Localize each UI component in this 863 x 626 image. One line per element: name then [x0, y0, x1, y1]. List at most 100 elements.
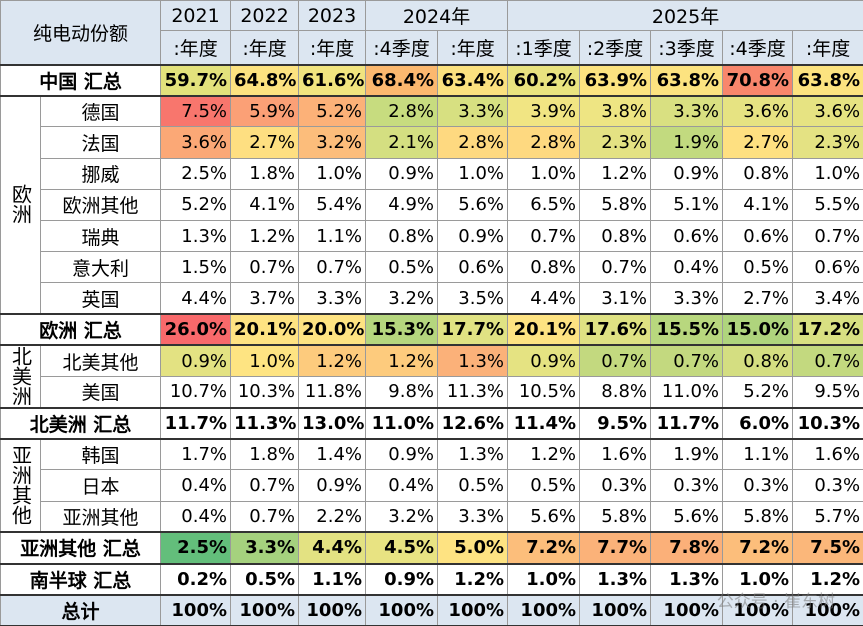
value-cell: 1.2%	[507, 438, 581, 471]
table-row: 瑞典 1.3% 1.2% 1.1% 0.8% 0.9% 0.7% 0.8% 0.6% 0.6% 0.…	[1, 219, 863, 253]
value-cell: 0.7%	[298, 251, 367, 284]
sub-header: :年度	[298, 30, 367, 65]
value-cell: 1.3%	[437, 438, 509, 471]
value-cell: 63.8%	[650, 63, 724, 97]
value-cell: 12.6%	[437, 406, 509, 440]
value-cell: 20.1%	[230, 312, 300, 347]
value-cell: 0.9%	[437, 219, 509, 253]
value-cell: 5.6%	[507, 500, 581, 533]
value-cell: 11.3%	[437, 375, 509, 409]
value-cell: 0.3%	[579, 469, 652, 502]
value-cell: 26.0%	[160, 312, 232, 347]
sub-header: :4季度	[365, 30, 439, 65]
value-cell: 0.9%	[365, 562, 439, 596]
value-cell: 63.9%	[579, 63, 652, 97]
table-row: 欧洲其他 5.2% 4.1% 5.4% 4.9% 5.6% 6.5% 5.8% 5.1% 4.1%…	[1, 188, 863, 221]
row-label: 瑞典	[39, 219, 162, 253]
value-cell: 100%	[365, 593, 439, 626]
row-label: 韩国	[39, 438, 162, 471]
value-cell: 1.2%	[579, 157, 652, 190]
value-cell: 6.5%	[507, 188, 581, 221]
value-cell: 64.8%	[230, 63, 300, 97]
table-row: 英国 4.4% 3.7% 3.3% 3.2% 3.5% 4.4% 3.1% 3.3% 2.7% 3.…	[1, 282, 863, 315]
value-cell: 2.3%	[579, 126, 652, 159]
value-cell: 5.6%	[437, 188, 509, 221]
row-label: 日本	[39, 469, 162, 502]
value-cell: 1.0%	[722, 562, 794, 596]
value-cell: 10.3%	[792, 406, 863, 440]
value-cell: 17.6%	[579, 312, 652, 347]
column-header: 2022	[230, 0, 300, 31]
total-row: 中国 汇总 59.7% 64.8% 61.6% 68.4% 63.4% 60.2% 63.9%…	[0, 63, 863, 97]
sub-header: :年度	[230, 30, 300, 65]
value-cell: 1.3%	[650, 562, 724, 596]
table-row: 欧洲 德国 7.5% 5.9% 5.2% 2.8% 3.3% 3.9% 3.8% 3.3% 3.6%…	[0, 95, 863, 315]
value-cell: 0.7%	[650, 344, 724, 377]
value-cell: 3.8%	[579, 95, 652, 128]
value-cell: 2.7%	[230, 126, 300, 159]
value-cell: 3.3%	[230, 531, 300, 565]
value-cell: 0.9%	[160, 344, 232, 377]
value-cell: 5.2%	[722, 375, 794, 409]
value-cell: 4.9%	[365, 188, 439, 221]
sub-header: :年度	[160, 30, 232, 65]
value-cell: 1.1%	[298, 219, 367, 253]
value-cell: 59.7%	[160, 63, 232, 97]
value-cell: 9.5%	[579, 406, 652, 440]
value-cell: 11.0%	[365, 406, 439, 440]
sub-header: :年度	[792, 30, 863, 65]
value-cell: 0.4%	[160, 469, 232, 502]
value-cell: 6.0%	[722, 406, 794, 440]
row-label: 北美其他	[39, 344, 162, 377]
value-cell: 5.0%	[437, 531, 509, 565]
table-row: 亚洲其他 韩国 1.7% 1.8% 1.4% 0.9% 1.3% 1.2% 1.6% 1.9% 1.…	[0, 438, 863, 533]
value-cell: 0.7%	[579, 344, 652, 377]
header-row: :年度:年度:年度:4季度:年度:1季度:2季度:3季度:4季度:年度	[1, 30, 863, 65]
value-cell: 100%	[230, 593, 300, 626]
value-cell: 0.6%	[437, 251, 509, 284]
row-label: 亚洲其他 汇总	[0, 531, 162, 565]
table-body: 中国 汇总 59.7% 64.8% 61.6% 68.4% 63.4% 60.2% 63.9%…	[0, 63, 863, 626]
table-row: 法国 3.6% 2.7% 3.2% 2.1% 2.8% 2.8% 2.3% 1.9% 2.7% 2.…	[1, 126, 863, 159]
total-row: 欧洲 汇总 26.0% 20.1% 20.0% 15.3% 17.7% 20.1% 17.6%…	[0, 312, 863, 347]
table-row: 亚洲其他 0.4% 0.7% 2.2% 3.2% 3.3% 5.6% 5.8% 5.6% 5.8%…	[1, 500, 863, 533]
value-cell: 100%	[507, 593, 581, 626]
row-label: 意大利	[39, 251, 162, 284]
value-cell: 0.4%	[365, 469, 439, 502]
value-cell: 3.2%	[298, 126, 367, 159]
value-cell: 2.7%	[722, 126, 794, 159]
value-cell: 100%	[160, 593, 232, 626]
value-cell: 4.4%	[298, 531, 367, 565]
value-cell: 1.2%	[437, 562, 509, 596]
value-cell: 1.7%	[160, 438, 232, 471]
value-cell: 1.1%	[298, 562, 367, 596]
group-label: 欧洲	[0, 95, 41, 315]
value-cell: 0.7%	[230, 500, 300, 533]
value-cell: 0.8%	[579, 219, 652, 253]
group-label: 亚洲其他	[0, 438, 41, 533]
value-cell: 0.9%	[365, 438, 439, 471]
value-cell: 3.3%	[650, 282, 724, 315]
value-cell: 4.4%	[507, 282, 581, 315]
value-cell: 2.8%	[365, 95, 439, 128]
value-cell: 1.2%	[298, 344, 367, 377]
value-cell: 5.2%	[160, 188, 232, 221]
total-row: 亚洲其他 汇总 2.5% 3.3% 4.4% 4.5% 5.0% 7.2% 7.7% 7.8% 7…	[0, 531, 863, 565]
value-cell: 0.7%	[792, 344, 863, 377]
group-label-text: 北美洲	[8, 346, 33, 405]
value-cell: 10.3%	[230, 375, 300, 409]
value-cell: 3.1%	[579, 282, 652, 315]
value-cell: 1.9%	[650, 438, 724, 471]
value-cell: 1.0%	[230, 344, 300, 377]
value-cell: 3.3%	[298, 282, 367, 315]
value-cell: 0.2%	[160, 562, 232, 596]
value-cell: 1.0%	[507, 157, 581, 190]
column-header: 2024年	[365, 0, 509, 31]
value-cell: 5.2%	[298, 95, 367, 128]
value-cell: 20.0%	[298, 312, 367, 347]
value-cell: 4.4%	[160, 282, 232, 315]
value-cell: 1.2%	[230, 219, 300, 253]
value-cell: 0.8%	[507, 251, 581, 284]
group-label: 北美洲	[0, 344, 41, 409]
value-cell: 1.0%	[298, 157, 367, 190]
